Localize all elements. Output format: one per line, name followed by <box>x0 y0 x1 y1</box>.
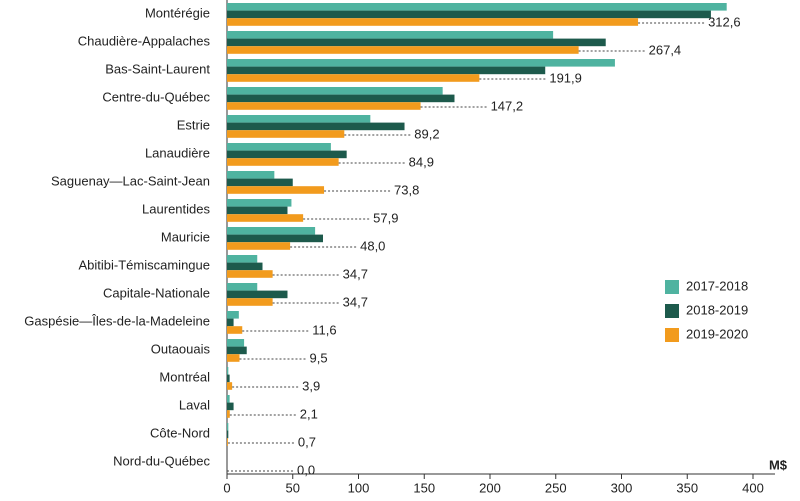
value-label: 2,1 <box>300 406 318 421</box>
category-label: Chaudière-Appalaches <box>78 33 211 48</box>
legend-label: 2019-2020 <box>686 326 748 341</box>
bar <box>227 31 554 39</box>
value-label: 48,0 <box>360 238 385 253</box>
x-tick-label: 0 <box>223 480 230 495</box>
bar <box>227 290 288 299</box>
bar <box>227 178 293 187</box>
category-label: Montréal <box>159 369 210 384</box>
value-label: 84,9 <box>409 154 434 169</box>
category-label: Montérégie <box>145 5 210 20</box>
x-tick-label: 350 <box>676 480 698 495</box>
bar <box>227 38 606 47</box>
bar <box>227 367 229 375</box>
value-label: 191,9 <box>549 70 582 85</box>
category-label: Saguenay—Lac-Saint-Jean <box>51 173 210 188</box>
x-tick-label: 300 <box>611 480 633 495</box>
x-tick-label: 100 <box>348 480 370 495</box>
bar <box>227 255 258 263</box>
legend-label: 2017-2018 <box>686 278 748 293</box>
bar <box>227 214 304 222</box>
bar <box>227 410 230 418</box>
bar <box>227 158 339 166</box>
bar <box>227 283 258 291</box>
value-label: 9,5 <box>309 350 327 365</box>
bar <box>227 10 711 19</box>
bar <box>227 311 239 319</box>
bar <box>227 46 579 54</box>
bar <box>227 270 273 278</box>
value-label: 34,7 <box>343 266 368 281</box>
category-label: Outaouais <box>151 341 211 356</box>
category-label: Centre-du-Québec <box>102 89 210 104</box>
category-label: Lanaudière <box>145 145 210 160</box>
bar <box>227 382 233 390</box>
x-tick-label: 50 <box>286 480 300 495</box>
x-tick-label: 400 <box>742 480 764 495</box>
value-label: 34,7 <box>343 294 368 309</box>
bar <box>227 18 639 26</box>
x-axis-label: M$ <box>769 457 788 472</box>
bar <box>227 326 243 334</box>
value-label: 57,9 <box>373 210 398 225</box>
bar <box>227 74 480 82</box>
bar <box>227 318 234 327</box>
value-label: 89,2 <box>414 126 439 141</box>
value-label: 11,6 <box>312 322 336 337</box>
bar <box>227 143 331 151</box>
bar <box>227 59 615 67</box>
bar <box>227 227 316 235</box>
bar <box>227 262 263 271</box>
x-tick-label: 250 <box>545 480 567 495</box>
bar <box>227 423 229 431</box>
category-label: Estrie <box>177 117 210 132</box>
category-label: Côte-Nord <box>150 425 210 440</box>
bar <box>227 115 371 123</box>
bar <box>227 242 291 250</box>
bar <box>227 354 240 362</box>
bar <box>227 171 275 179</box>
bar <box>227 94 455 103</box>
bar <box>227 402 234 411</box>
bar <box>227 102 421 110</box>
legend-label: 2018-2019 <box>686 302 748 317</box>
bar <box>227 199 292 207</box>
bar <box>227 87 443 95</box>
bar <box>227 339 245 347</box>
bar <box>227 186 325 194</box>
bar <box>227 66 546 75</box>
legend-swatch <box>665 328 679 342</box>
bar <box>227 234 323 243</box>
category-label: Capitale-Nationale <box>103 285 210 300</box>
bar <box>227 346 247 355</box>
value-label: 267,4 <box>649 42 682 57</box>
legend-swatch <box>665 304 679 318</box>
x-tick-label: 200 <box>479 480 501 495</box>
bar <box>227 395 230 403</box>
value-label: 73,8 <box>394 182 419 197</box>
value-label: 312,6 <box>708 14 741 29</box>
value-label: 3,9 <box>302 378 320 393</box>
value-label: 147,2 <box>491 98 524 113</box>
category-label: Laval <box>179 397 210 412</box>
bar <box>227 430 229 439</box>
category-label: Abitibi-Témiscamingue <box>79 257 211 272</box>
value-label: 0,0 <box>297 462 315 477</box>
bar <box>227 374 230 383</box>
bar <box>227 130 345 138</box>
bar <box>227 122 405 131</box>
value-label: 0,7 <box>298 434 316 449</box>
category-label: Bas-Saint-Laurent <box>105 61 210 76</box>
legend-swatch <box>665 280 679 294</box>
bar <box>227 3 727 11</box>
bar <box>227 438 228 446</box>
category-label: Gaspésie—Îles-de-la-Madeleine <box>24 313 210 328</box>
x-tick-label: 150 <box>413 480 435 495</box>
bar <box>227 298 273 306</box>
category-label: Laurentides <box>142 201 210 216</box>
bar <box>227 206 288 215</box>
category-label: Mauricie <box>161 229 210 244</box>
category-label: Nord-du-Québec <box>113 453 210 468</box>
bar <box>227 150 347 159</box>
